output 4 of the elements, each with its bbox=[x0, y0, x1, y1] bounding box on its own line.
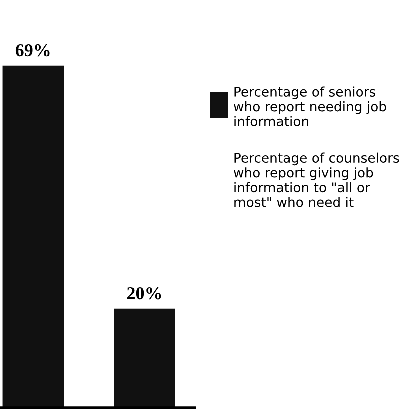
text: Percentage of seniors who report needing job information bbox=[234, 86, 386, 126]
data-label: 20% bbox=[127, 287, 162, 300]
text: Percentage of counselors who report giving job information to "all or most" who need it bbox=[234, 152, 400, 208]
data-label: 69% bbox=[16, 44, 50, 57]
